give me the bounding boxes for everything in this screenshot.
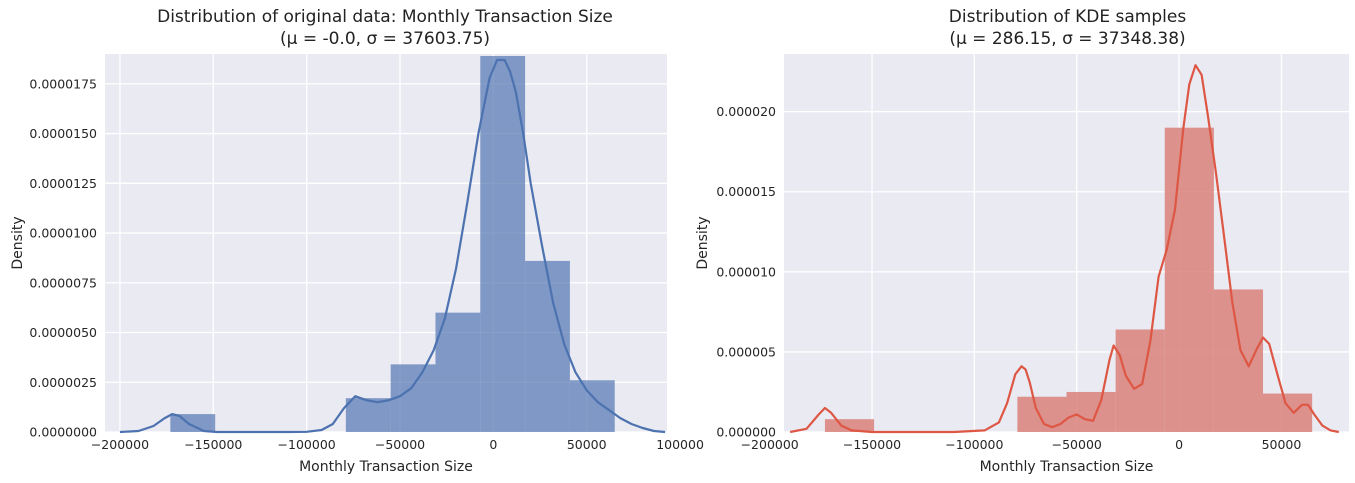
chart-1-y-tick-label: 0.0000175 (29, 76, 97, 91)
chart-1-axes: −200000 −150000 −100000 −50000 0 50000 100000 0… (10, 54, 704, 475)
chart-1-y-tick-label: 0.0000125 (29, 176, 97, 191)
chart-1-x-tick-label: 100000 (656, 437, 704, 452)
chart-1-plot-background (105, 54, 667, 432)
chart-1-y-axis-label: Density (10, 216, 26, 269)
chart-1-x-tick-label: −100000 (278, 437, 336, 452)
chart-2-x-tick-label: 0 (1175, 437, 1183, 452)
chart-1-histogram-bar (569, 380, 615, 432)
chart-2-plot-background (784, 54, 1349, 432)
chart-2-subtitle: (μ = 286.15, σ = 37348.38) (949, 29, 1186, 49)
chart-2-y-tick-label: 0.000010 (716, 264, 776, 279)
chart-1-subtitle: (μ = -0.0, σ = 37603.75) (279, 29, 491, 49)
chart-1-y-tick-label: 0.0000025 (29, 375, 97, 390)
chart-2-histogram-bar (824, 419, 875, 432)
chart-1-histogram-bar (390, 364, 436, 432)
chart-2-histogram-bar (1115, 329, 1165, 432)
chart-1-x-tick-label: 0 (489, 437, 497, 452)
chart-1-x-tick-label: −150000 (184, 437, 242, 452)
chart-1-y-tick-label: 0.0000000 (29, 425, 97, 440)
chart-2-title: Distribution of KDE samples (948, 7, 1187, 27)
chart-2-x-tick-label: −150000 (843, 437, 901, 452)
chart-2-histogram-bar (1164, 127, 1214, 432)
chart-1-title-block: Distribution of original data: Monthly T… (105, 6, 665, 50)
chart-1-histogram-bar (345, 398, 391, 432)
chart-2-x-tick-label: −100000 (945, 437, 1003, 452)
chart-2-x-tick-label: −200000 (741, 437, 799, 452)
chart-1-kde-line (119, 58, 666, 434)
chart-2-y-tick-label: 0.000015 (716, 184, 776, 199)
chart-1-histogram-bar (435, 312, 481, 432)
chart-2-x-tick-label: −50000 (1052, 437, 1102, 452)
chart-2-histogram-bar (1263, 393, 1313, 432)
chart-1-title: Distribution of original data: Monthly T… (157, 7, 613, 27)
chart-1-x-tick-label: −200000 (91, 437, 149, 452)
chart-2-kde-line (789, 64, 1340, 434)
chart-2-axes: −200000 −150000 −100000 −50000 0 50000 0.00000… (695, 54, 1349, 475)
chart-1-histogram-bar (525, 260, 570, 432)
chart-2-histogram-bar (1017, 396, 1067, 432)
chart-2-y-tick-label: 0.000020 (716, 104, 776, 119)
chart-2-title-block: Distribution of KDE samples (μ = 286.15,… (785, 6, 1350, 50)
chart-2-y-tick-label: 0.000000 (716, 425, 776, 440)
chart-1-histogram-bar (480, 55, 526, 433)
chart-1-x-tick-label: 50000 (567, 437, 607, 452)
chart-1-x-axis-label: Monthly Transaction Size (299, 459, 473, 475)
chart-1-y-tick-label: 0.0000075 (29, 275, 97, 290)
chart-1-y-tick-label: 0.0000100 (29, 226, 97, 241)
chart-1-x-tick-label: −50000 (375, 437, 425, 452)
chart-2-x-tick-label: 50000 (1262, 437, 1302, 452)
chart-2-histogram-bar (1213, 289, 1264, 432)
chart-1-y-tick-label: 0.0000050 (29, 325, 97, 340)
chart-1-y-tick-label: 0.0000150 (29, 126, 97, 141)
chart-2-histogram-bar (1066, 391, 1116, 432)
chart-2-y-tick-label: 0.000005 (716, 344, 776, 359)
chart-2-y-axis-label: Density (695, 216, 711, 269)
chart-1-histogram-bar (170, 414, 216, 432)
chart-2-x-axis-label: Monthly Transaction Size (980, 459, 1154, 475)
